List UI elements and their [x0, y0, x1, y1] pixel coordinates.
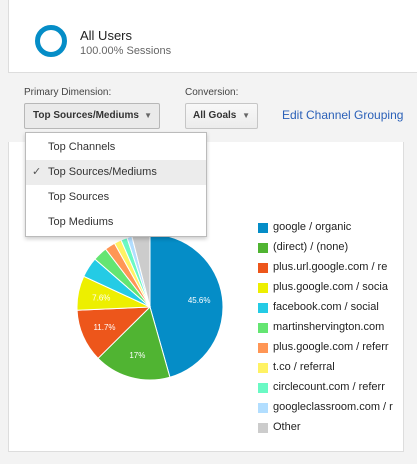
caret-down-icon: ▼ [242, 111, 250, 120]
segment-card[interactable]: All Users 100.00% Sessions [8, 0, 417, 73]
legend-label: plus.url.google.com / re [273, 261, 388, 273]
conversion-dropdown[interactable]: All Goals ▼ [185, 103, 258, 129]
conversion-value: All Goals [193, 110, 237, 121]
edit-channel-grouping-link[interactable]: Edit Channel Grouping [282, 108, 404, 122]
legend-swatch [258, 223, 268, 233]
menu-item-top-sources-mediums[interactable]: ✓ Top Sources/Mediums [26, 160, 206, 185]
primary-dimension-label: Primary Dimension: [24, 87, 112, 98]
menu-item-label: Top Mediums [48, 216, 114, 228]
legend-swatch [258, 263, 268, 273]
legend-swatch [258, 363, 268, 373]
legend-label: Other [273, 421, 301, 433]
segment-subtitle: 100.00% Sessions [80, 45, 172, 57]
segment-ring-icon [35, 25, 67, 57]
pie-slice-label: 11.7% [93, 323, 115, 332]
primary-dimension-value: Top Sources/Mediums [33, 110, 139, 121]
checkmark-icon: ✓ [32, 166, 42, 178]
pie-slice-label: 45.6% [188, 296, 211, 305]
legend-label: plus.google.com / socia [273, 281, 388, 293]
caret-down-icon: ▼ [144, 111, 152, 120]
pie-slice[interactable] [97, 306, 171, 381]
legend-label: google / organic [273, 221, 352, 233]
legend-label: martinshervington.com [273, 321, 385, 333]
sessions-pie-chart[interactable]: 45.6% 17% 11.7% 7.6% [76, 233, 224, 381]
legend-swatch [258, 283, 268, 293]
pie-slice[interactable] [149, 233, 224, 378]
legend-label: facebook.com / social [273, 301, 379, 313]
legend-swatch [258, 243, 268, 253]
segment-title: All Users [80, 28, 133, 43]
legend-label: googleclassroom.com / r [273, 401, 393, 413]
legend-swatch [258, 343, 268, 353]
legend-swatch [258, 303, 268, 313]
legend-label: plus.google.com / referr [273, 341, 389, 353]
primary-dimension-menu: Top Channels ✓ Top Sources/Mediums Top S… [25, 132, 207, 237]
pie-slice-label: 17% [129, 351, 145, 360]
conversion-label: Conversion: [185, 87, 239, 98]
legend-swatch [258, 383, 268, 393]
legend-swatch [258, 323, 268, 333]
legend-label: t.co / referral [273, 361, 335, 373]
primary-dimension-dropdown[interactable]: Top Sources/Mediums ▼ [24, 103, 160, 129]
menu-item-label: Top Sources/Mediums [48, 166, 157, 178]
legend-swatch [258, 423, 268, 433]
pie-slice-label: 7.6% [92, 293, 110, 302]
menu-item-top-mediums[interactable]: Top Mediums [26, 210, 206, 235]
menu-item-label: Top Sources [48, 191, 110, 203]
menu-item-top-channels[interactable]: Top Channels [26, 135, 206, 160]
menu-item-top-sources[interactable]: Top Sources [26, 185, 206, 210]
menu-item-label: Top Channels [48, 141, 116, 153]
legend-label: (direct) / (none) [273, 241, 349, 253]
legend-swatch [258, 403, 268, 413]
legend-label: circlecount.com / referr [273, 381, 385, 393]
